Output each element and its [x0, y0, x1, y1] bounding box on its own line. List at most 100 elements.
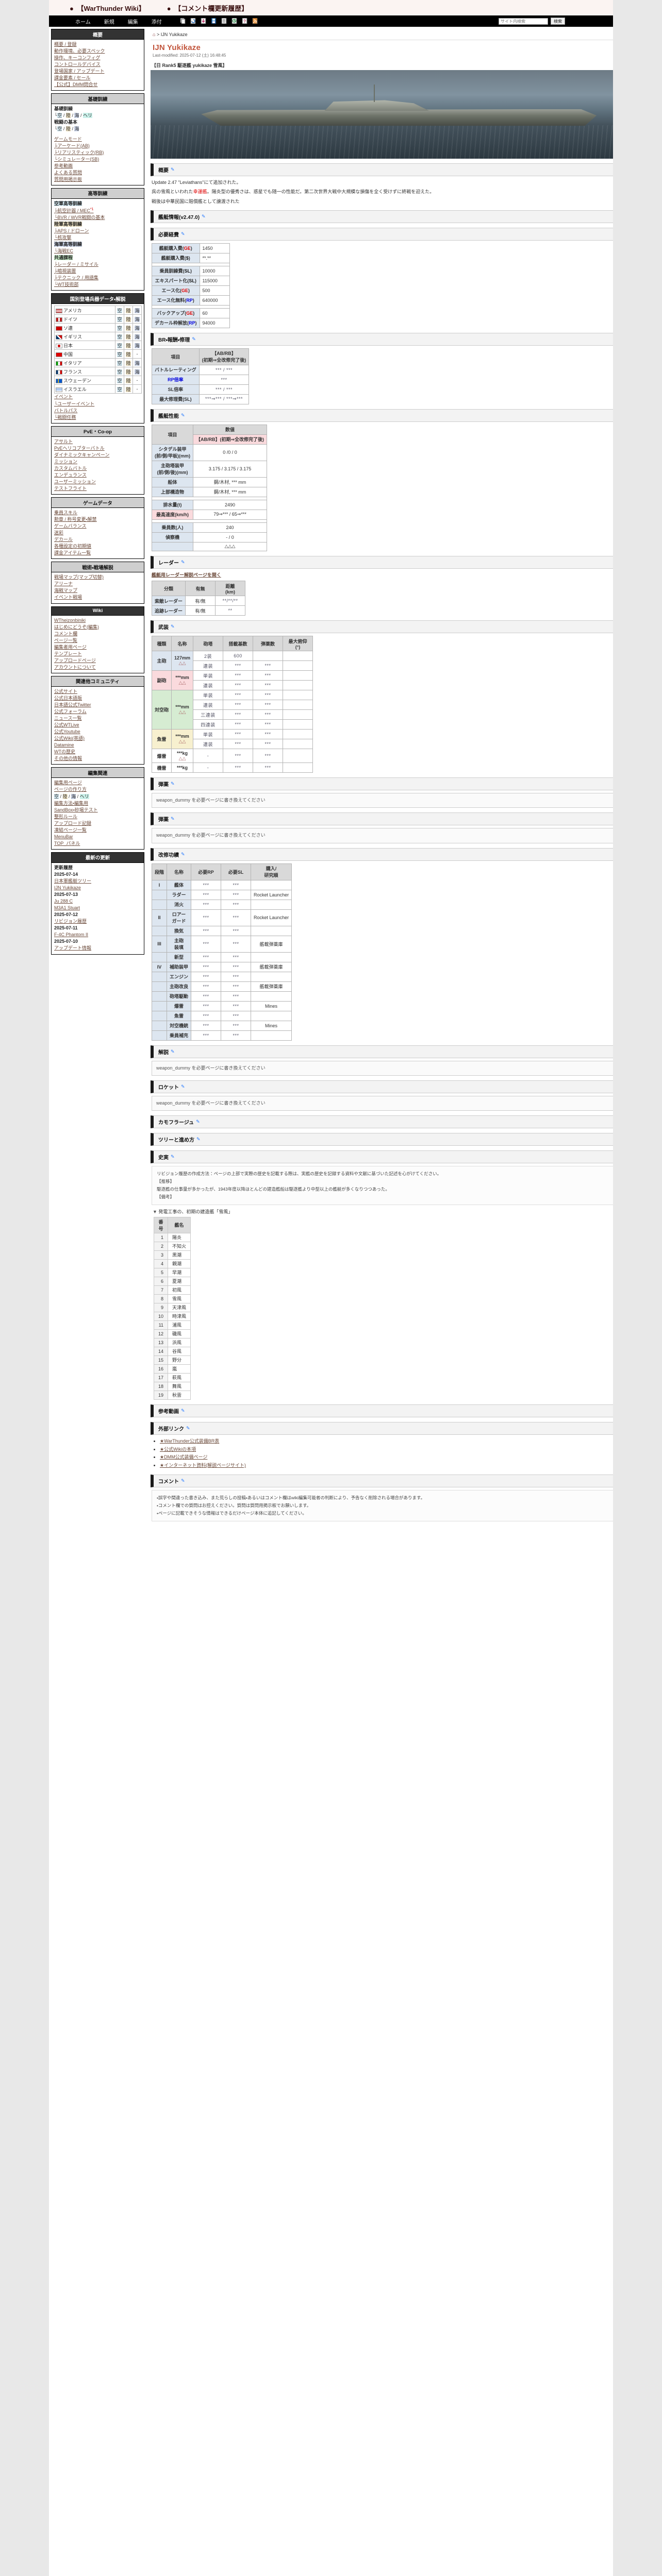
sidebar-item-9-7[interactable]: 凍結ページ一覧 — [54, 827, 87, 833]
sidebar-item-2-7[interactable]: └海戦EC — [54, 248, 73, 254]
sidebar-item-1-5[interactable]: ゲームモード — [54, 136, 82, 142]
pencil-icon[interactable]: ✎ — [171, 624, 175, 630]
country-naval[interactable]: - — [133, 376, 142, 385]
nav-new[interactable]: 新規 — [104, 19, 114, 25]
country-air[interactable]: 空 — [115, 376, 124, 385]
country-air[interactable]: 空 — [115, 323, 124, 333]
sidebar-item-9-0[interactable]: 編集用ページ — [54, 780, 82, 786]
sidebar-item-9-8[interactable]: MenuBar — [54, 834, 73, 839]
sidebar-item-9-6[interactable]: アップロード記録 — [54, 820, 92, 826]
sidebar-item-0-3[interactable]: コントロールデバイス — [54, 62, 101, 67]
country-air[interactable]: 空 — [115, 314, 124, 324]
rss-icon[interactable] — [252, 18, 258, 24]
sidebar-item-0-6[interactable]: 【公式】DMM問合せ — [54, 82, 98, 88]
sidebar-item-1-7[interactable]: ├リアリスティック(RB) — [54, 149, 104, 155]
sidebar-item-1-10[interactable]: よくある質問 — [54, 170, 82, 175]
pencil-icon[interactable]: ✎ — [202, 213, 206, 219]
nav-attach[interactable]: 添付 — [151, 19, 162, 25]
country-naval[interactable]: 海 — [133, 323, 142, 333]
sidebar-item-10-6[interactable]: M3A1 Stuart — [54, 905, 80, 911]
pencil-icon[interactable]: ✎ — [196, 1119, 200, 1125]
sidebar-item-0-0[interactable]: 概要 / 登録 — [54, 42, 77, 47]
sidebar-item-4-7[interactable]: テストフライト — [54, 485, 87, 491]
sidebar-item-6-3[interactable]: イベント戦場 — [54, 595, 82, 600]
pencil-icon[interactable]: ✎ — [181, 1478, 185, 1483]
external-link-3[interactable]: ★インターネット資料(解説ページサイト) — [160, 1462, 657, 1470]
sidebar-item-2-3[interactable]: 陸軍高等訓練 — [54, 221, 82, 227]
sidebar-item-7-2[interactable]: コメント欄 — [54, 631, 78, 636]
radar-link[interactable]: 艦艇用レーダー解説ページを開く — [152, 572, 221, 578]
country-naval[interactable]: 海 — [133, 367, 142, 377]
sidebar-item-5-2[interactable]: ゲームバランス — [54, 523, 87, 529]
reload-icon[interactable] — [190, 18, 196, 24]
country-air[interactable]: 空 — [115, 384, 124, 394]
recent-icon[interactable] — [231, 18, 237, 24]
sidebar-item-9-1[interactable]: ページの作り方 — [54, 787, 87, 792]
sidebar-item-1-0[interactable]: 基礎訓練 — [54, 106, 73, 112]
sidebar-item-1-6[interactable]: ├アーケード(AB) — [54, 143, 90, 148]
sidebar-item-9-9[interactable]: TOP_パネル — [54, 840, 80, 846]
sidebar-item-2-11[interactable]: ├テクニック / 用語集 — [54, 275, 98, 281]
sidebar-item-8-4[interactable]: ニュース一覧 — [54, 716, 82, 721]
sidebar-item-8-7[interactable]: 公式Wiki(英語) — [54, 736, 85, 741]
sidebar-item-1-11[interactable]: 質問用掲示板 — [54, 176, 82, 182]
sidebar-item-10-1[interactable]: 2025-07-14 — [54, 871, 78, 877]
country-naval[interactable]: - — [133, 349, 142, 359]
sidebar-item-1-9[interactable]: 参考動画 — [54, 163, 73, 168]
sidebar-item-4-5[interactable]: エンデュランス — [54, 472, 87, 478]
pencil-icon[interactable]: ✎ — [181, 412, 185, 418]
sidebar-item-8-2[interactable]: 日本語公式Twitter — [54, 702, 91, 707]
sidebar-item-8-8[interactable]: Datamine — [54, 742, 74, 748]
sidebar-item-10-4[interactable]: 2025-07-13 — [54, 892, 78, 897]
country-naval[interactable]: - — [133, 384, 142, 394]
pencil-icon[interactable]: ✎ — [171, 167, 175, 172]
pencil-icon[interactable]: ✎ — [171, 781, 175, 787]
sidebar-item-8-5[interactable]: 公式WTLive — [54, 722, 79, 728]
pencil-icon[interactable]: ✎ — [196, 1137, 201, 1142]
sidebar-item-6-2[interactable]: 海戦マップ — [54, 588, 78, 594]
external-link-2[interactable]: ★DMM公式装備ページ — [160, 1453, 657, 1462]
sidebar-item-5-3[interactable]: 迷彩 — [54, 530, 64, 536]
sidebar-item-7-1[interactable]: はじめにどうぞ(編集) — [54, 624, 99, 630]
sidebar-item-1-1[interactable]: └空 / 陸 / 海 / ヘリ — [54, 113, 92, 118]
home-icon[interactable]: ⌂ — [153, 32, 156, 37]
sidebar-item-1-3[interactable]: └空 / 陸 / 海 — [54, 126, 79, 132]
sidebar-item-4-3[interactable]: ミッション — [54, 459, 78, 464]
country-ground[interactable]: 陸 — [124, 332, 133, 342]
sidebar-item-4-0[interactable]: アサルト — [54, 438, 73, 444]
sidebar-item-0-1[interactable]: 動作環境、必要スペック — [54, 48, 105, 54]
country-ground[interactable]: 陸 — [124, 384, 133, 394]
external-link-0[interactable]: ★WarThunder公式装備BR表 — [160, 1437, 657, 1446]
sidebar-item-10-12[interactable]: アップデート情報 — [54, 945, 92, 951]
sidebar-item-8-0[interactable]: 公式サイト — [54, 688, 78, 694]
sidebar-item-10-9[interactable]: 2025-07-11 — [54, 925, 78, 931]
sidebar-item-7-3[interactable]: ページ一覧 — [54, 637, 77, 643]
sidebar-item-4-1[interactable]: PvEヘリコプターバトル — [54, 445, 105, 451]
sidebar-item-10-7[interactable]: 2025-07-12 — [54, 912, 78, 918]
sidebar-item-2-12[interactable]: └WT技術部 — [54, 282, 79, 287]
sidebar-item-1-2[interactable]: 戦闘の基本 — [54, 120, 78, 125]
sidebar-item-2-10[interactable]: ├暗視装置 — [54, 268, 76, 274]
comment-history-link[interactable]: ● 【コメント欄更新履歴】 — [167, 3, 249, 13]
sidebar-item-0-4[interactable]: 登場国家 / アップデート — [54, 69, 105, 74]
pencil-icon[interactable]: ✎ — [171, 1154, 175, 1160]
sidebar-item-7-4[interactable]: 編集者用ページ — [54, 644, 87, 650]
sidebar-item-4-2[interactable]: ダイナミックキャンペーン — [54, 452, 110, 457]
sidebar-after-2[interactable]: バトルパス — [54, 408, 78, 413]
sidebar-item-0-5[interactable]: 課金要素 / セール — [54, 75, 91, 81]
pencil-icon[interactable]: ✎ — [186, 1425, 190, 1431]
sidebar-item-7-7[interactable]: アカウントについて — [54, 664, 96, 670]
search-button[interactable]: 検索 — [551, 18, 565, 25]
sidebar-item-5-5[interactable]: 各種設定の初期値 — [54, 544, 92, 549]
sidebar-item-10-5[interactable]: Ju 288 C — [54, 899, 73, 904]
sidebar-item-8-1[interactable]: 公式日本語版 — [54, 695, 82, 701]
country-air[interactable]: 空 — [115, 341, 124, 350]
country-naval[interactable]: 海 — [133, 341, 142, 350]
country-air[interactable]: 空 — [115, 358, 124, 368]
pencil-icon[interactable]: ✎ — [192, 336, 196, 342]
sidebar-item-5-6[interactable]: 課金アイテム一覧 — [54, 550, 91, 556]
sidebar-item-6-1[interactable]: アリーナ — [54, 581, 73, 587]
country-ground[interactable]: 陸 — [124, 341, 133, 350]
country-ground[interactable]: 陸 — [124, 323, 133, 333]
sidebar-item-8-6[interactable]: 公式Youtube — [54, 729, 80, 735]
